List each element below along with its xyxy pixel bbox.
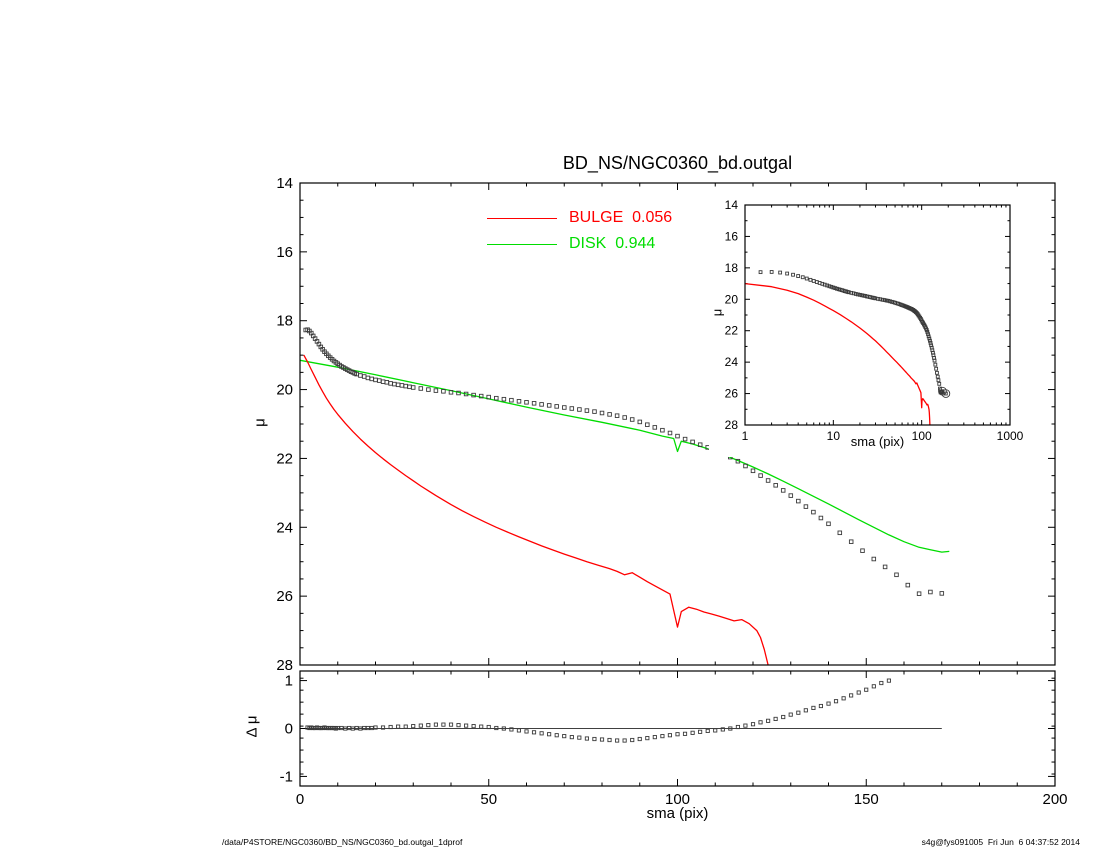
y-tick-label: 20 — [725, 292, 739, 306]
y-tick-label: 1 — [285, 673, 293, 690]
y-tick-label: 26 — [276, 588, 293, 605]
x-tick-label: 0 — [296, 791, 304, 808]
x-tick-label: 1 — [742, 429, 749, 443]
panel-main: 14 16 18 20 22 24 26 28 — [276, 175, 1056, 674]
y-tick-label: 28 — [276, 657, 293, 674]
bottom-x-axis-label: sma (pix) — [646, 805, 709, 822]
y-tick-label: 18 — [725, 261, 739, 275]
legend-label: DISK 0.944 — [569, 235, 656, 252]
legend-line-swatch — [487, 217, 557, 219]
inset-y-axis-label: μ — [709, 308, 725, 317]
series-bulge — [745, 282, 931, 425]
x-tick-label: 100 — [912, 429, 932, 443]
y-tick-label: 18 — [276, 313, 293, 330]
footer-file-path: /data/P4STORE/NGC0360/BD_NS/NGC0360_bd.o… — [222, 837, 463, 847]
series-observed — [303, 327, 945, 596]
series-observed_flagged — [938, 386, 951, 398]
y-tick-label: 14 — [725, 198, 739, 212]
legend-item-0: BULGE 0.056 — [487, 205, 672, 231]
y-tick-label: 24 — [725, 355, 739, 369]
panel-frame-inset — [744, 204, 1011, 426]
y-tick-label: 22 — [276, 450, 293, 467]
panel-inset: 1 10 100 1000 14 16 18 20 22 24 26 28 — [709, 197, 1024, 457]
x-tick-label: 10 — [827, 429, 841, 443]
x-tick-label: 1000 — [997, 429, 1024, 443]
y-tick-label: 16 — [276, 244, 293, 261]
y-tick-label: -1 — [280, 768, 293, 785]
plot-title: BD_NS/NGC0360_bd.outgal — [562, 153, 793, 173]
series-bulge — [303, 354, 769, 665]
x-tick-label: 200 — [1042, 791, 1067, 808]
y-tick-label: 16 — [725, 229, 739, 243]
legend: BULGE 0.056 DISK 0.944 — [487, 205, 672, 257]
y-tick-label: 20 — [276, 382, 293, 399]
inset-background — [709, 197, 1018, 457]
x-tick-label: 100 — [665, 791, 690, 808]
series-observed — [758, 270, 944, 395]
y-tick-label: 14 — [276, 175, 293, 192]
x-tick-label: 50 — [480, 791, 497, 808]
y-tick-label: 28 — [725, 418, 739, 432]
x-tick-label: 150 — [854, 791, 879, 808]
panel-residual: 0 50 100 150 200-101 — [280, 670, 1068, 808]
panel-frame-residual — [299, 670, 1056, 787]
inset-x-axis-label: sma (pix) — [850, 434, 905, 449]
y-tick-label: 0 — [285, 721, 293, 738]
y-tick-label: 24 — [276, 519, 293, 536]
series-residual — [305, 678, 891, 743]
residual-y-axis-label: Δ μ — [243, 715, 261, 738]
footer-user-timestamp: s4g@fys091005 Fri Jun 6 04:37:52 2014 — [921, 837, 1080, 847]
legend-line-swatch — [487, 243, 557, 245]
main-y-axis-label: μ — [251, 418, 269, 427]
legend-item-1: DISK 0.944 — [487, 231, 672, 257]
y-tick-label: 26 — [725, 387, 739, 401]
legend-label: BULGE 0.056 — [569, 209, 673, 226]
panel-frame-main — [299, 182, 1056, 666]
y-tick-label: 22 — [725, 324, 739, 338]
